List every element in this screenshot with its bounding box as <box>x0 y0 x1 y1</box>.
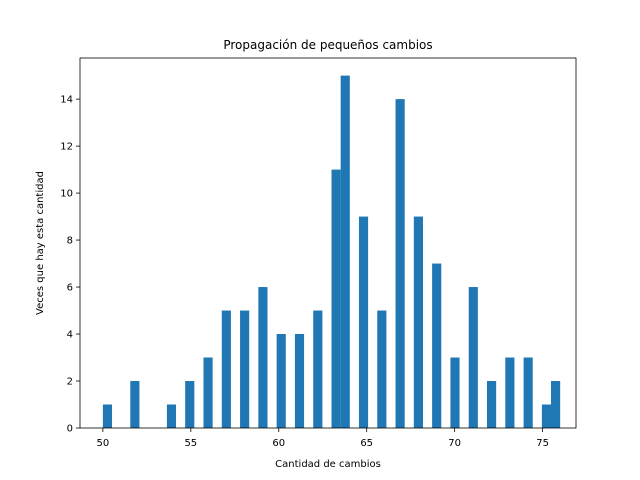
bar-17 <box>432 263 442 428</box>
x-tick-label-0: 50 <box>96 438 109 449</box>
y-tick-label-1: 2 <box>67 377 73 388</box>
bar-3 <box>185 381 195 428</box>
bar-13 <box>358 216 369 428</box>
bar-11 <box>331 169 341 428</box>
x-tick-label-5: 75 <box>536 438 549 449</box>
x-tick-label-1: 55 <box>184 438 197 449</box>
bar-2 <box>166 404 177 428</box>
y-tick-label-5: 10 <box>60 189 73 200</box>
chart-title: Propagación de pequeños cambios <box>223 38 432 52</box>
y-tick-label-6: 12 <box>60 142 73 153</box>
bar-9 <box>294 334 305 428</box>
y-tick-label-3: 6 <box>67 283 73 294</box>
bar-5 <box>221 310 231 428</box>
bar-16 <box>413 216 423 428</box>
bar-18 <box>450 357 460 428</box>
bar-0 <box>102 404 113 428</box>
bar-12 <box>340 75 350 429</box>
x-axis-ticks: 50 55 60 65 70 75 <box>96 428 549 449</box>
bar-20 <box>487 381 497 428</box>
bar-15 <box>395 99 405 429</box>
x-tick-label-2: 60 <box>272 438 285 449</box>
y-tick-label-0: 0 <box>67 424 73 435</box>
bar-10 <box>313 310 323 428</box>
bar-14 <box>377 310 387 428</box>
x-tick-label-3: 65 <box>360 438 373 449</box>
y-tick-label-4: 8 <box>67 236 73 247</box>
bar-8 <box>276 334 286 428</box>
y-tick-label-7: 14 <box>60 95 73 106</box>
bar-21 <box>505 357 515 428</box>
y-tick-label-2: 4 <box>67 330 73 341</box>
y-axis-ticks: 0 2 4 6 8 10 12 14 <box>60 95 80 435</box>
bar-1 <box>130 381 140 428</box>
bars-group <box>102 75 561 429</box>
x-tick-label-4: 70 <box>448 438 461 449</box>
bar-6 <box>240 310 250 428</box>
x-axis-label: Cantidad de cambios <box>275 459 381 470</box>
bar-23 <box>541 404 552 428</box>
bar-19 <box>468 287 478 428</box>
y-axis-label: Veces que hay esta cantidad <box>35 171 46 315</box>
bar-24 <box>551 381 561 428</box>
bar-7 <box>258 287 268 428</box>
plot-frame <box>79 57 577 429</box>
bar-22 <box>523 357 533 428</box>
bar-4 <box>203 357 213 428</box>
